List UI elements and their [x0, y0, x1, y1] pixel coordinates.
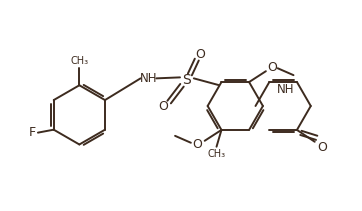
- Text: O: O: [158, 100, 168, 114]
- Text: F: F: [29, 126, 35, 139]
- Text: S: S: [182, 73, 191, 87]
- Text: NH: NH: [140, 72, 157, 85]
- Text: O: O: [195, 48, 205, 61]
- Text: CH₃: CH₃: [207, 149, 226, 159]
- Text: O: O: [192, 138, 202, 151]
- Text: O: O: [267, 61, 277, 74]
- Text: CH₃: CH₃: [70, 56, 88, 66]
- Text: O: O: [318, 141, 328, 154]
- Text: NH: NH: [277, 84, 295, 96]
